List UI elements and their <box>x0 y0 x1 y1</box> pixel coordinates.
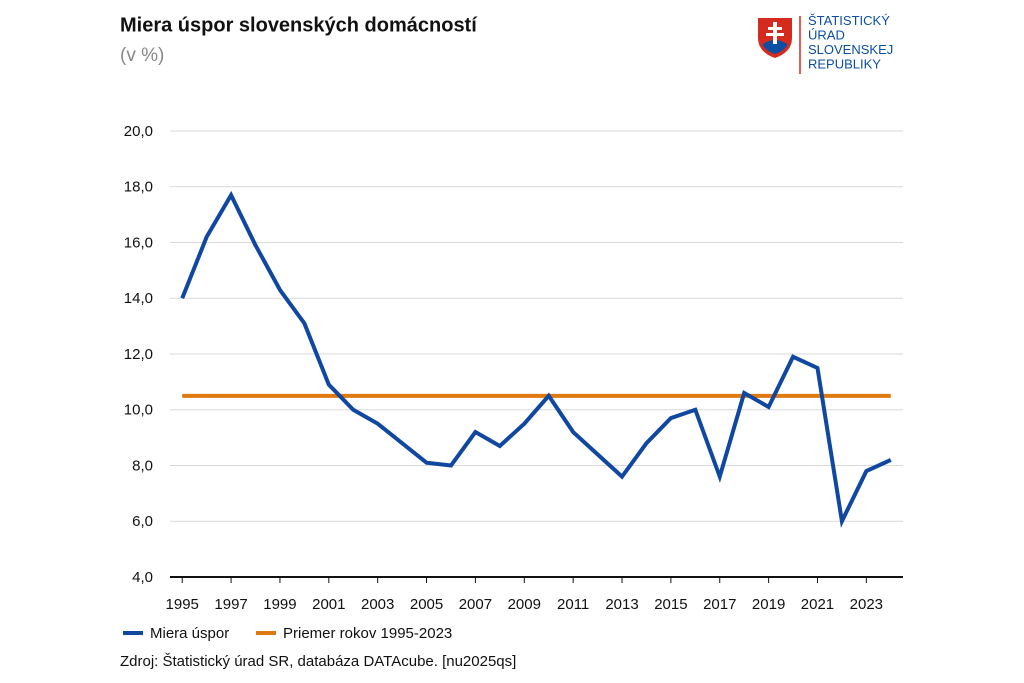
y-tick-label: 20,0 <box>124 123 153 140</box>
x-tick-label: 2015 <box>654 596 687 613</box>
chart-title: Miera úspor slovenských domácností <box>120 14 478 36</box>
y-tick-label: 8,0 <box>132 457 153 474</box>
logo-text: ŠTATISTICKÝ ÚRAD SLOVENSKEJ REPUBLIKY <box>808 13 893 72</box>
series-line <box>180 190 892 528</box>
logo-hills <box>763 40 787 54</box>
legend-label: Priemer rokov 1995-2023 <box>283 625 452 642</box>
y-tick-label: 14,0 <box>124 290 153 307</box>
logo-cross <box>766 22 784 44</box>
x-tick-label: 2017 <box>703 596 736 613</box>
legend-label: Miera úspor <box>150 625 229 642</box>
logo: ŠTATISTICKÝ ÚRAD SLOVENSKEJ REPUBLIKY <box>758 13 893 74</box>
x-tick-label: 2011 <box>557 596 589 613</box>
x-tick-label: 2023 <box>850 596 883 613</box>
logo-line: ÚRAD <box>808 28 845 43</box>
y-tick-label: 6,0 <box>132 513 153 530</box>
x-tick-label: 2001 <box>312 596 345 613</box>
source-note: Zdroj: Štatistický úrad SR, databáza DAT… <box>120 653 516 670</box>
x-tick-label: 2021 <box>801 596 834 613</box>
x-tick-label: 2007 <box>459 596 492 613</box>
logo-line: SLOVENSKEJ <box>808 42 893 57</box>
logo-line: ŠTATISTICKÝ <box>808 13 890 28</box>
y-tick-label: 16,0 <box>124 234 153 251</box>
x-tick-label: 2019 <box>752 596 785 613</box>
x-tick-label: 1999 <box>263 596 296 613</box>
y-tick-label: 10,0 <box>124 402 153 419</box>
x-tick-label: 1995 <box>166 596 199 613</box>
x-tick-label: 2009 <box>508 596 541 613</box>
chart-subtitle: (v %) <box>120 45 164 66</box>
x-tick-label: 1997 <box>214 596 247 613</box>
y-tick-label: 12,0 <box>124 346 153 363</box>
y-tick-label: 4,0 <box>132 569 153 586</box>
x-tick-label: 2003 <box>361 596 394 613</box>
x-tick-label: 2005 <box>410 596 443 613</box>
x-tick-label: 2013 <box>605 596 638 613</box>
y-tick-label: 18,0 <box>124 179 153 196</box>
logo-line: REPUBLIKY <box>808 57 881 72</box>
